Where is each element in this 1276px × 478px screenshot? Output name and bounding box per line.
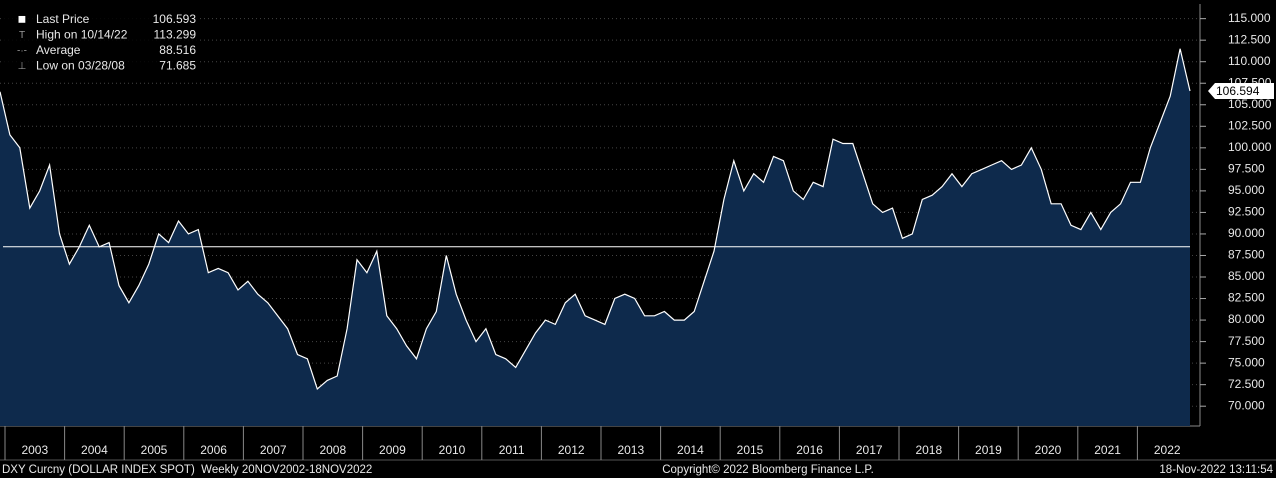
x-tick-label: 2011 — [499, 443, 525, 457]
y-tick-label: 75.000 — [1228, 355, 1265, 369]
x-tick-label: 2016 — [796, 443, 823, 457]
last-price-tag — [1208, 83, 1274, 100]
y-tick-label: 110.000 — [1228, 54, 1271, 68]
legend-value: 71.685 — [159, 59, 196, 73]
y-tick-label: 97.500 — [1228, 162, 1265, 176]
legend-label: Average — [36, 43, 81, 57]
y-tick-label: 112.500 — [1228, 32, 1271, 46]
legend-value: 88.516 — [159, 43, 196, 57]
area — [0, 48, 1190, 427]
y-tick-label: 92.500 — [1228, 205, 1265, 219]
legend-icon: T — [19, 30, 25, 41]
legend-box — [4, 9, 200, 77]
line — [0, 48, 1191, 391]
x-tick-label: 2018 — [915, 443, 942, 457]
x-tick-label: 2009 — [379, 443, 406, 457]
footer-center: Copyright© 2022 Bloomberg Finance L.P. — [662, 464, 874, 476]
x-tick-label: 2019 — [975, 443, 1002, 457]
y-tick-label: 85.000 — [1228, 269, 1265, 283]
legend-icon: -·- — [17, 46, 27, 57]
legend-icon: ⊥ — [18, 61, 27, 72]
legend-label: Last Price — [36, 12, 90, 26]
x-tick-label: 2022 — [1154, 443, 1181, 457]
y-tick-label: 105.000 — [1228, 97, 1272, 111]
legend-value: 113.299 — [154, 28, 197, 42]
x-tick-label: 2007 — [260, 443, 287, 457]
x-tick-label: 2004 — [81, 443, 108, 457]
x-tick-label: 2017 — [856, 443, 883, 457]
x-tick-label: 2010 — [439, 443, 466, 457]
last-price-label: 106.594 — [1216, 84, 1260, 98]
x-tick-label: 2015 — [737, 443, 764, 457]
footer-left: DXY Curcny (DOLLAR INDEX SPOT) Weekly 20… — [2, 464, 372, 476]
y-tick-label: 80.000 — [1228, 312, 1265, 326]
x-tick-label: 2014 — [677, 443, 704, 457]
y-tick-label: 82.500 — [1228, 291, 1265, 305]
y-tick-label: 77.500 — [1228, 334, 1265, 348]
x-tick-label: 2005 — [141, 443, 168, 457]
x-tick-label: 2020 — [1035, 443, 1062, 457]
y-tick-label: 72.500 — [1228, 377, 1265, 391]
legend-label: High on 10/14/22 — [36, 28, 128, 42]
y-tick-label: 102.500 — [1228, 118, 1272, 132]
legend-icon: ■ — [18, 11, 26, 27]
y-tick-label: 70.000 — [1228, 398, 1265, 412]
x-tick-label: 2021 — [1094, 443, 1121, 457]
x-tick-label: 2008 — [319, 443, 346, 457]
x-tick-label: 2006 — [200, 443, 227, 457]
y-tick-label: 95.000 — [1228, 183, 1265, 197]
y-tick-label: 100.000 — [1228, 140, 1272, 154]
y-tick-label: 115.000 — [1228, 11, 1271, 25]
footer-right: 18-Nov-2022 13:11:54 — [1159, 464, 1273, 476]
x-tick-label: 2012 — [558, 443, 585, 457]
y-tick-label: 87.500 — [1228, 248, 1265, 262]
x-tick-label: 2013 — [617, 443, 644, 457]
legend-value: 106.593 — [153, 12, 197, 26]
x-tick-label: 2003 — [21, 443, 48, 457]
legend-label: Low on 03/28/08 — [36, 59, 125, 73]
y-tick-label: 90.000 — [1228, 226, 1265, 240]
